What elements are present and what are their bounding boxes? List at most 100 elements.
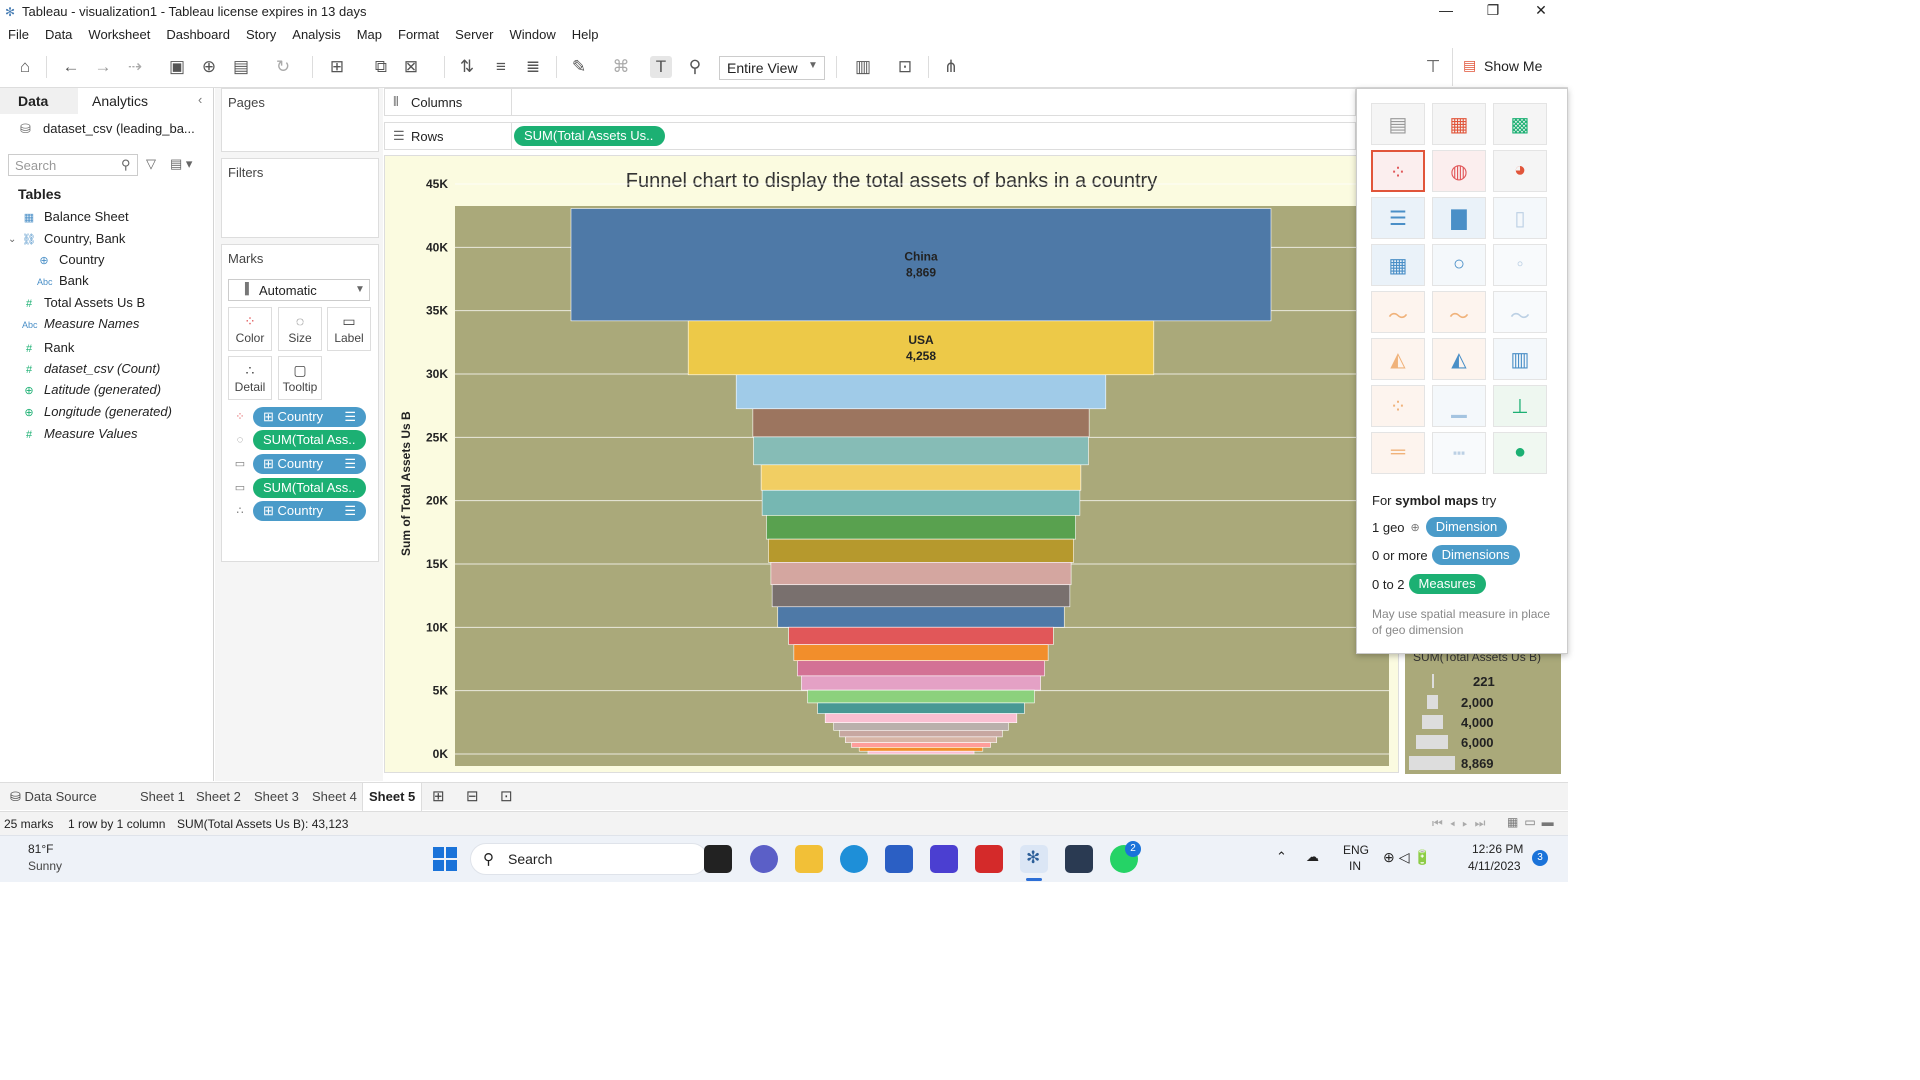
pill-label-measure[interactable]: SUM(Total Ass.. bbox=[253, 478, 366, 498]
tab-sheet-5[interactable]: Sheet 5 bbox=[362, 783, 423, 811]
funnel-bar[interactable] bbox=[797, 660, 1045, 677]
pill-color-country[interactable]: ⊞ Country ☰ bbox=[253, 407, 366, 427]
lines-continuous-icon[interactable]: 〜 bbox=[1432, 291, 1486, 333]
taskbar-search[interactable]: ⚲ Search bbox=[470, 843, 708, 875]
field-item[interactable]: ▦ Balance Sheet bbox=[22, 207, 129, 227]
new-worksheet-icon[interactable]: ⊞ bbox=[432, 788, 445, 805]
format-painter-icon[interactable]: ⊤ bbox=[1425, 57, 1441, 76]
field-item[interactable]: Abc Bank bbox=[37, 271, 89, 291]
menu-server[interactable]: Server bbox=[455, 27, 494, 42]
circle-views-icon[interactable]: ○ bbox=[1432, 244, 1486, 286]
clock-time[interactable]: 12:26 PM bbox=[1472, 842, 1524, 856]
funnel-bar[interactable] bbox=[839, 730, 1003, 738]
show-me-button[interactable]: ▤ Show Me bbox=[1452, 48, 1564, 86]
tab-data-source[interactable]: ⛁ Data Source bbox=[4, 783, 103, 811]
menu-story[interactable]: Story bbox=[245, 27, 277, 42]
tab-sheet-4[interactable]: Sheet 4 bbox=[312, 789, 357, 804]
pill-label-country[interactable]: ⊞ Country ☰ bbox=[253, 454, 366, 474]
home-icon[interactable]: ⌂ bbox=[19, 57, 31, 76]
filters-card[interactable]: Filters bbox=[221, 158, 379, 238]
label-button[interactable]: ▭ Label bbox=[327, 307, 371, 351]
lines-discrete-icon[interactable]: 〜 bbox=[1371, 291, 1425, 333]
highlight-icon[interactable]: ✎ bbox=[571, 57, 587, 76]
funnel-bar[interactable] bbox=[858, 747, 984, 752]
store-icon[interactable] bbox=[885, 845, 913, 873]
side-by-side-circles-icon[interactable]: ◦ bbox=[1493, 244, 1547, 286]
menu-format[interactable]: Format bbox=[398, 27, 440, 42]
area-discrete-icon[interactable]: ◭ bbox=[1432, 338, 1486, 380]
field-item[interactable]: ⊕ Longitude (generated) bbox=[22, 402, 172, 422]
funnel-bar[interactable] bbox=[851, 742, 991, 748]
columns-shelf[interactable]: ⦀ Columns bbox=[384, 88, 1356, 116]
funnel-bar[interactable] bbox=[845, 736, 997, 743]
save-icon[interactable]: ▣ bbox=[168, 57, 186, 76]
detail-button[interactable]: ∴ Detail bbox=[228, 356, 272, 400]
treemap-icon[interactable]: ▦ bbox=[1371, 244, 1425, 286]
text-table-icon[interactable]: ▤ bbox=[1371, 103, 1425, 145]
funnel-bar[interactable] bbox=[833, 722, 1009, 731]
replay-icon[interactable]: ⇢ bbox=[127, 57, 143, 76]
funnel-bar[interactable] bbox=[817, 702, 1025, 714]
funnel-bar[interactable] bbox=[777, 606, 1065, 628]
dual-combination-icon[interactable]: ▥ bbox=[1493, 338, 1547, 380]
new-worksheet-icon[interactable]: ⊞ bbox=[329, 57, 345, 76]
tab-analytics[interactable]: Analytics bbox=[92, 93, 149, 109]
power-automate-icon[interactable] bbox=[930, 845, 958, 873]
menu-worksheet[interactable]: Worksheet bbox=[88, 27, 151, 42]
system-tray-icons[interactable]: ⊕◁🔋 bbox=[1383, 849, 1435, 865]
fix-axes-icon[interactable]: ⚲ bbox=[688, 57, 702, 76]
dual-lines-icon[interactable]: 〜 bbox=[1493, 291, 1547, 333]
presentation-mode-icon[interactable]: ⊡ bbox=[897, 57, 913, 76]
gantt-chart-icon[interactable]: ═ bbox=[1371, 432, 1425, 474]
weather-temp[interactable]: 81°F bbox=[28, 842, 54, 856]
rows-pill[interactable]: SUM(Total Assets Us.. bbox=[514, 126, 665, 146]
sort-descending-icon[interactable]: ≣ bbox=[525, 57, 541, 76]
rows-shelf[interactable]: ☰ Rows bbox=[384, 122, 1356, 150]
menu-map[interactable]: Map bbox=[356, 27, 382, 42]
sort-ascending-icon[interactable]: ≡ bbox=[496, 57, 506, 76]
show-labels-icon[interactable]: T bbox=[650, 56, 672, 78]
field-item[interactable]: ⊕ Latitude (generated) bbox=[22, 380, 161, 400]
menu-data[interactable]: Data bbox=[44, 27, 73, 42]
highlight-table-icon[interactable]: ▩ bbox=[1493, 103, 1547, 145]
menu-dashboard[interactable]: Dashboard bbox=[166, 27, 230, 42]
chevron-up-icon[interactable]: ⌃ bbox=[1276, 849, 1287, 864]
field-item[interactable]: # Total Assets Us B bbox=[22, 293, 145, 313]
field-item[interactable]: Abc Measure Names bbox=[22, 314, 139, 334]
funnel-bar[interactable] bbox=[770, 562, 1072, 586]
refresh-icon[interactable]: ↻ bbox=[275, 57, 291, 76]
group-icon[interactable]: ⌘ bbox=[612, 57, 630, 76]
undo-icon[interactable]: ← bbox=[62, 57, 80, 76]
duplicate-sheet-icon[interactable]: ⧉ bbox=[374, 57, 388, 76]
horizontal-bars-icon[interactable]: ☰ bbox=[1371, 197, 1425, 239]
new-dashboard-icon[interactable]: ⊟ bbox=[466, 788, 479, 805]
menu-file[interactable]: File bbox=[8, 27, 29, 42]
bullet-graph-icon[interactable]: ┅ bbox=[1432, 432, 1486, 474]
notification-badge[interactable]: 3 bbox=[1532, 850, 1548, 866]
tooltip-button[interactable]: ▢ Tooltip bbox=[278, 356, 322, 400]
filter-icon[interactable]: ▽ bbox=[146, 156, 156, 171]
funnel-bar[interactable] bbox=[768, 538, 1074, 563]
collapse-pane-icon[interactable]: ‹ bbox=[198, 92, 203, 107]
funnel-bar[interactable] bbox=[760, 464, 1082, 491]
new-story-icon[interactable]: ⊡ bbox=[500, 788, 513, 805]
funnel-bar[interactable] bbox=[687, 320, 1155, 376]
minimize-button[interactable]: — bbox=[1439, 2, 1453, 18]
swap-icon[interactable]: ⇅ bbox=[459, 57, 475, 76]
heat-map-icon[interactable]: ▦ bbox=[1432, 103, 1486, 145]
field-item[interactable]: # Measure Values bbox=[22, 424, 138, 444]
close-button[interactable]: ✕ bbox=[1535, 2, 1547, 18]
view-mode-icons[interactable]: ▦▭▬ bbox=[1507, 815, 1560, 829]
task-view-icon[interactable] bbox=[704, 845, 732, 873]
scatter-plot-icon[interactable]: ⁘ bbox=[1371, 385, 1425, 427]
field-search-input[interactable]: Search ⚲ bbox=[8, 154, 138, 176]
tableau-taskbar-icon[interactable]: ✻ bbox=[1020, 845, 1048, 873]
tab-sheet-3[interactable]: Sheet 3 bbox=[254, 789, 299, 804]
share-icon[interactable]: ⋔ bbox=[943, 57, 959, 76]
field-item[interactable]: # Rank bbox=[22, 338, 74, 358]
vpn-app-icon[interactable] bbox=[1065, 845, 1093, 873]
new-datasource-icon[interactable]: ⊕ bbox=[201, 57, 217, 76]
funnel-bar[interactable] bbox=[766, 515, 1076, 540]
tab-sheet-2[interactable]: Sheet 2 bbox=[196, 789, 241, 804]
stacked-bars-icon[interactable]: ▇ bbox=[1432, 197, 1486, 239]
